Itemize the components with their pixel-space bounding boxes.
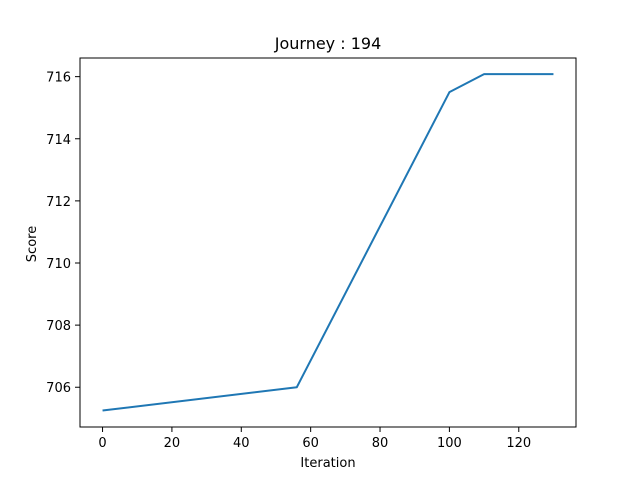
y-tick-label: 712 [46, 195, 71, 210]
x-tick-label: 120 [506, 436, 531, 451]
series-line [102, 73, 554, 412]
x-tick-label: 40 [233, 436, 250, 451]
y-tick-label: 710 [46, 257, 71, 272]
x-axis-ticks: 0 20 40 60 80 100 120 [98, 427, 531, 451]
y-tick-label: 716 [46, 71, 71, 86]
x-axis-label: Iteration [300, 456, 355, 471]
x-tick-label: 20 [164, 436, 181, 451]
axes-frame [79, 57, 577, 428]
x-tick-label: 80 [372, 436, 389, 451]
y-tick-label: 714 [46, 133, 71, 148]
y-axis-ticks: 706 708 710 712 714 716 [46, 71, 80, 396]
x-tick-label: 0 [98, 436, 106, 451]
x-tick-label: 100 [437, 436, 462, 451]
y-axis-label: Score [25, 226, 40, 262]
chart-title: Journey : 194 [274, 34, 382, 53]
series-layer [102, 73, 554, 412]
y-tick-label: 706 [46, 381, 71, 396]
x-tick-label: 60 [302, 436, 319, 451]
y-tick-label: 708 [46, 319, 71, 334]
